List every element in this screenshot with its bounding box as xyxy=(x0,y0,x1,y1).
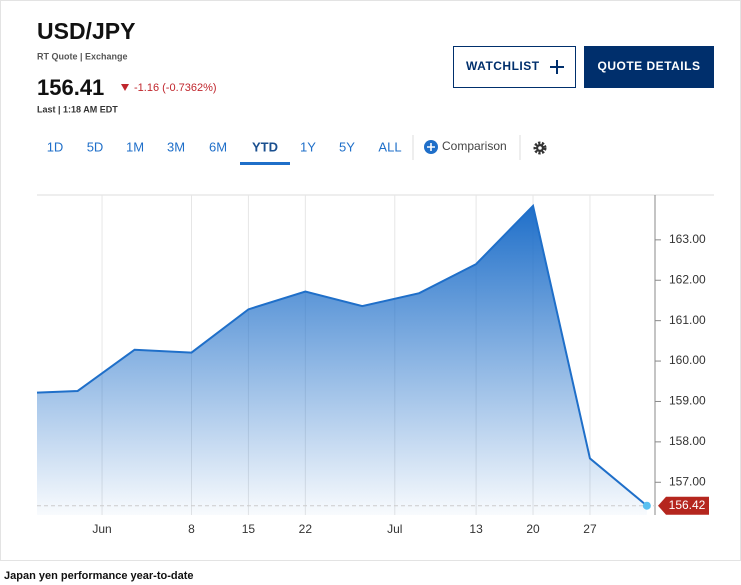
last-value-tag xyxy=(658,496,709,515)
tab-underline xyxy=(240,162,290,165)
change: -1.16 (-0.7362%) xyxy=(134,82,217,94)
tab[interactable]: 1Y xyxy=(300,139,316,154)
x-tick-label: 13 xyxy=(469,522,483,536)
button-box[interactable] xyxy=(584,46,714,88)
last-value-label: 156.42 xyxy=(669,498,706,512)
y-tick-label: 159.00 xyxy=(669,394,706,408)
comparison[interactable]: Comparison xyxy=(442,139,507,153)
y-tick-label: 160.00 xyxy=(669,353,706,367)
x-tick-label: Jun xyxy=(92,522,111,536)
tab[interactable]: ALL xyxy=(378,139,401,154)
last-point xyxy=(642,501,651,510)
tab[interactable]: 5D xyxy=(87,139,104,154)
y-tick-label: 157.00 xyxy=(669,474,706,488)
down-arrow xyxy=(121,84,129,91)
y-tick-label: 158.00 xyxy=(669,434,706,448)
x-tick-label: 8 xyxy=(188,522,195,536)
source: RT Quote | Exchange xyxy=(37,51,128,61)
tab[interactable]: 6M xyxy=(209,139,227,154)
tab[interactable]: 1M xyxy=(126,139,144,154)
settings-icon[interactable] xyxy=(533,141,547,155)
tab[interactable]: 1D xyxy=(47,139,64,154)
time: Last | 1:18 AM EDT xyxy=(37,104,118,114)
watchlist-button[interactable]: WATCHLIST xyxy=(453,46,576,88)
tab[interactable]: 5Y xyxy=(339,139,355,154)
x-tick-label: 15 xyxy=(242,522,256,536)
symbol: USD/JPY xyxy=(37,18,135,44)
y-tick-label: 162.00 xyxy=(669,272,706,286)
tab[interactable]: YTD xyxy=(252,139,278,154)
plus-icon xyxy=(550,60,564,74)
button-label[interactable]: WATCHLIST xyxy=(466,59,540,73)
x-tick-label: 27 xyxy=(583,522,597,536)
chart: Jun 8 15 22 Jul 13 20 27 157.00 158.00 159.00 160.0… xyxy=(36,194,714,536)
caption: Japan yen performance year-to-date xyxy=(4,570,194,582)
price: 156.41 xyxy=(37,75,104,100)
y-tick-label: 163.00 xyxy=(669,232,706,246)
plus-icon xyxy=(427,143,435,151)
area xyxy=(37,205,647,515)
button-label[interactable]: QUOTE DETAILS xyxy=(598,59,701,73)
line xyxy=(36,203,648,507)
gear-hole xyxy=(538,146,542,150)
y-tick-label: 161.00 xyxy=(669,313,706,327)
quote-details-button[interactable]: QUOTE DETAILS xyxy=(584,46,714,88)
x-tick-label: 20 xyxy=(526,522,540,536)
x-tick-label: 22 xyxy=(299,522,313,536)
tab[interactable]: 3M xyxy=(167,139,185,154)
x-tick-label: Jul xyxy=(387,522,402,536)
gear-teeth[interactable] xyxy=(533,141,547,155)
